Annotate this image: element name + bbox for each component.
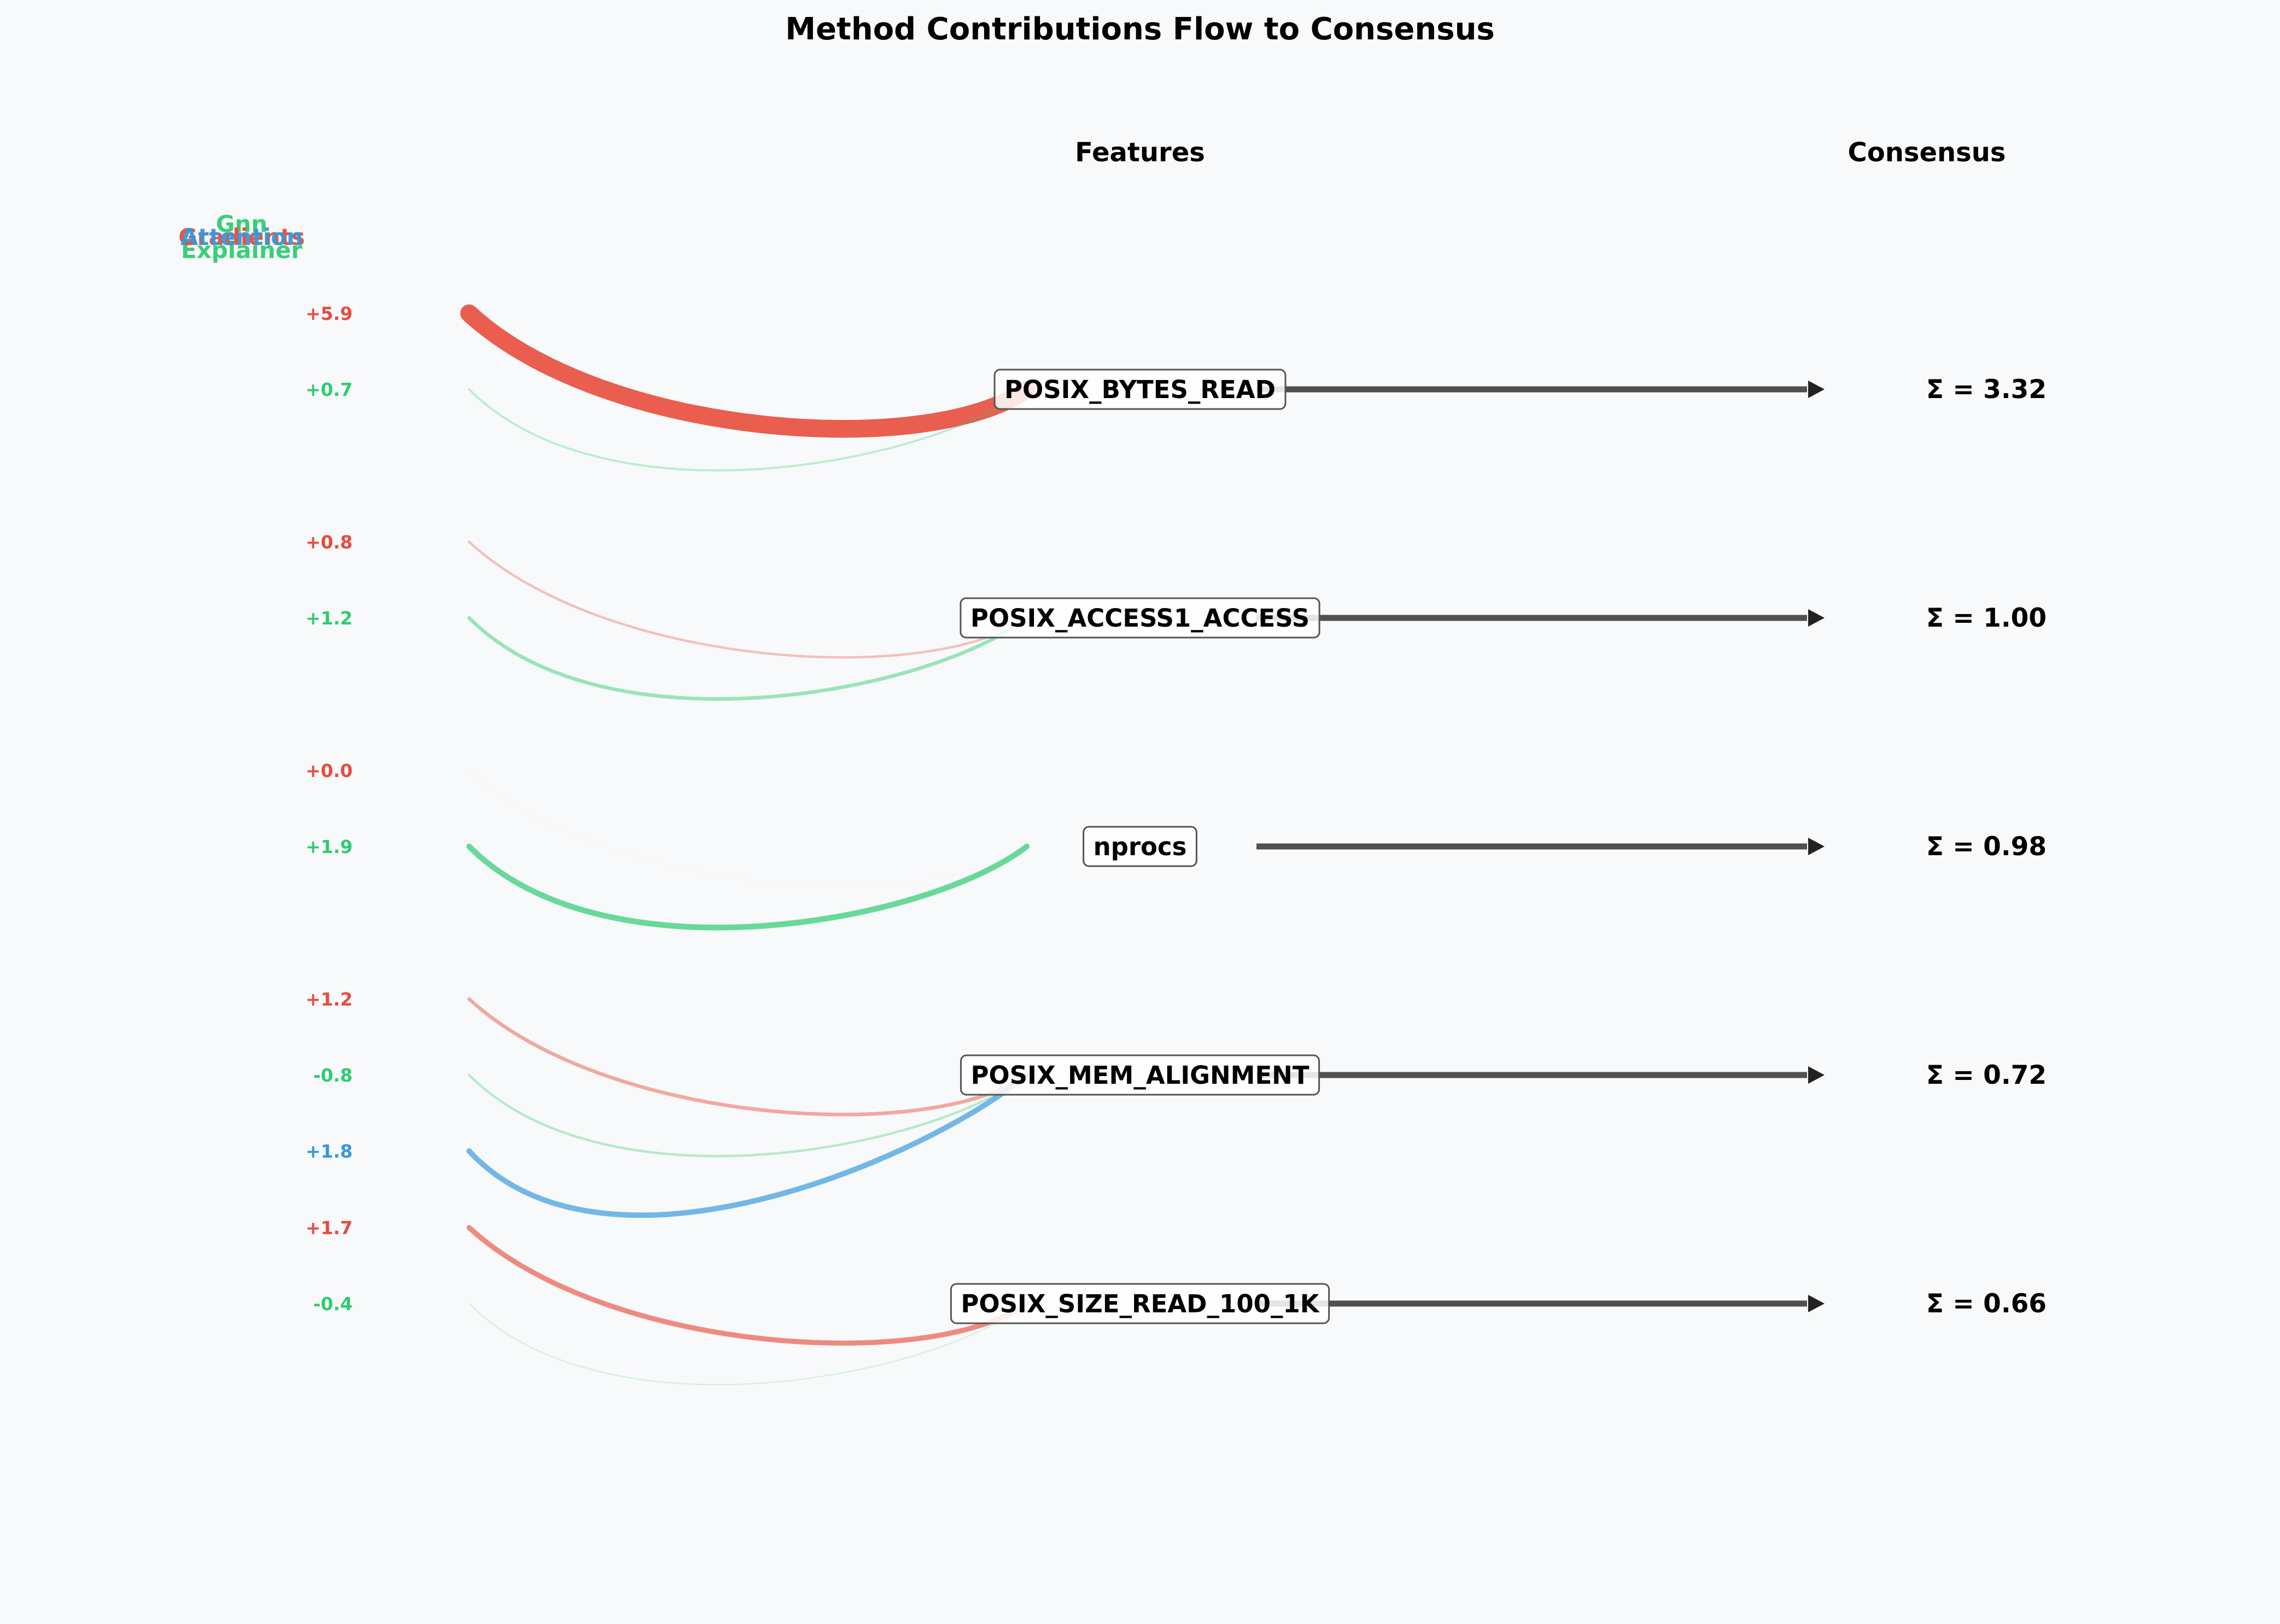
feature-box	[950, 1283, 1330, 1324]
feature-node: POSIX_ACCESS1_ACCESS	[960, 597, 1320, 639]
feature-label: nprocs	[1094, 832, 1187, 861]
feature-node: nprocs	[1083, 826, 1197, 867]
contribution-label: +1.2	[306, 989, 353, 1010]
consensus-value: Σ = 3.32	[1926, 375, 2047, 405]
flow-curve	[460, 304, 1036, 438]
feature-box	[960, 1054, 1320, 1096]
flow-curve	[468, 388, 1028, 472]
contribution-label: +1.9	[306, 836, 353, 857]
method-label-line: Explainer	[181, 237, 302, 264]
feature-node: POSIX_MEM_ALIGNMENT	[960, 1054, 1320, 1096]
method-label-line: Gnn	[216, 211, 267, 237]
contribution-label: +0.8	[306, 531, 353, 553]
flow-curve	[466, 1225, 1030, 1346]
feature-box	[960, 597, 1320, 639]
consensus-arrow-head	[1808, 381, 1825, 398]
contribution-label: +0.7	[306, 379, 353, 400]
flow-curve	[467, 1073, 1028, 1158]
chart-title: Method Contributions Flow to Consensus	[785, 11, 1495, 47]
method-label-1: Gradients	[178, 224, 305, 250]
feature-box	[993, 369, 1287, 410]
flow-curve	[467, 997, 1029, 1117]
contribution-label: +1.7	[306, 1217, 353, 1239]
flow-curve	[468, 1302, 1028, 1386]
feature-label: POSIX_SIZE_READ_100_1K	[961, 1289, 1320, 1318]
contribution-label: -0.4	[313, 1293, 353, 1315]
method-label-2: Attention	[180, 224, 303, 250]
contribution-label: +1.2	[306, 607, 353, 629]
features-column-header: Features	[1075, 137, 1205, 168]
consensus-value: Σ = 0.98	[1926, 832, 2047, 862]
feature-label: POSIX_BYTES_READ	[1004, 375, 1276, 404]
feature-node: POSIX_SIZE_READ_100_1K	[950, 1283, 1330, 1324]
feature-label: POSIX_MEM_ALIGNMENT	[971, 1061, 1309, 1090]
flow-curve	[469, 770, 1027, 886]
consensus-arrow-head	[1808, 1066, 1825, 1084]
contribution-label: +0.0	[306, 760, 353, 781]
consensus-arrows	[1256, 381, 1825, 1312]
consensus-column-header: Consensus	[1848, 137, 2006, 168]
consensus-value: Σ = 1.00	[1926, 603, 2047, 633]
method-label-0: Gnn Explainer	[181, 211, 302, 264]
contribution-label: +5.9	[306, 303, 353, 324]
flow-curve	[466, 1072, 1030, 1218]
feature-box	[1083, 826, 1197, 867]
consensus-value: Σ = 0.72	[1926, 1060, 2047, 1090]
feature-boxes: POSIX_BYTES_READ POSIX_ACCESS1_ACCESSnpro…	[950, 369, 1330, 1324]
flow-curve	[466, 843, 1030, 931]
feature-label: POSIX_ACCESS1_ACCESS	[971, 604, 1309, 633]
flow-curve	[467, 540, 1028, 659]
flow-curves	[460, 304, 1036, 1386]
contribution-label: +1.8	[306, 1141, 353, 1162]
consensus-arrow-head	[1808, 609, 1825, 627]
feature-node: POSIX_BYTES_READ	[993, 369, 1287, 410]
consensus-arrow-head	[1808, 838, 1825, 855]
contribution-label: -0.8	[313, 1065, 353, 1086]
consensus-values: Σ = 3.32 Σ = 1.00 Σ = 0.98 Σ = 0.72 Σ = 0.66	[1926, 375, 2047, 1319]
consensus-arrow-head	[1808, 1295, 1825, 1312]
contribution-labels: +5.9 +0.7 +0.8 +1.2 +0.0 +1.9 +1.2 -0.8 +1.8 +1.7…	[306, 303, 353, 1315]
consensus-value: Σ = 0.66	[1926, 1289, 2047, 1319]
flow-curve	[467, 616, 1029, 701]
